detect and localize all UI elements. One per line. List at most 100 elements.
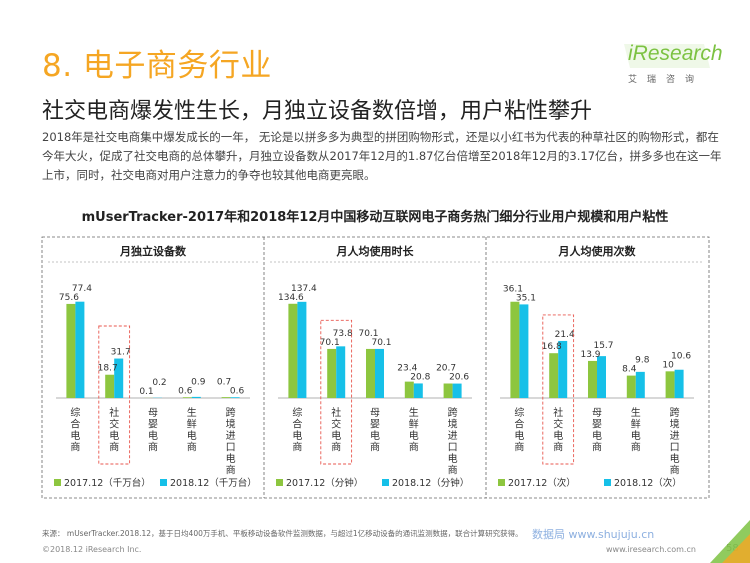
category-label-char: 交 bbox=[109, 418, 119, 431]
category-label-char: 综 bbox=[70, 406, 80, 419]
data-label-2018: 70.1 bbox=[371, 338, 391, 348]
bar-2018 bbox=[375, 348, 384, 398]
category-label-char: 鲜 bbox=[631, 418, 641, 431]
logo-wordmark: iResearch bbox=[628, 42, 723, 65]
data-label-2018: 77.4 bbox=[72, 284, 92, 294]
category-label-char: 商 bbox=[331, 441, 341, 454]
category-label-char: 商 bbox=[670, 464, 680, 477]
bar-2018 bbox=[674, 369, 684, 398]
bar-2018 bbox=[558, 340, 568, 398]
category-label-char: 母 bbox=[148, 407, 158, 419]
category-label-char: 跨 bbox=[670, 407, 680, 419]
category-label-char: 合 bbox=[292, 418, 302, 431]
category-label-char: 进 bbox=[448, 430, 458, 442]
category-label-char: 口 bbox=[448, 443, 458, 454]
category-label-char: 电 bbox=[109, 429, 119, 442]
data-label-2017: 23.4 bbox=[397, 363, 417, 373]
bar-2017 bbox=[366, 348, 375, 398]
bar-2017 bbox=[105, 374, 115, 398]
data-label-2018: 21.4 bbox=[555, 330, 575, 340]
category-label-char: 电 bbox=[514, 429, 524, 442]
legend-label-2017: 2017.12（千万台） bbox=[64, 477, 151, 489]
category-label-char: 电 bbox=[553, 429, 563, 442]
bar-2018 bbox=[336, 346, 346, 398]
data-label-2018: 10.6 bbox=[671, 351, 691, 361]
legend-label-2018: 2018.12（次） bbox=[614, 477, 682, 489]
data-label-2017: 0.6 bbox=[178, 386, 193, 396]
bar-2017 bbox=[588, 360, 597, 398]
category-label-char: 境 bbox=[448, 418, 458, 431]
category-label-char: 商 bbox=[592, 441, 602, 454]
bar-2017 bbox=[510, 301, 520, 398]
footer-copyright: ©2018.12 iResearch Inc. bbox=[42, 545, 142, 554]
bar-2017 bbox=[288, 303, 298, 398]
panel-title: 月独立设备数 bbox=[119, 244, 187, 258]
data-label-2018: 0.6 bbox=[230, 386, 245, 396]
category-label-char: 交 bbox=[331, 418, 341, 431]
category-label-char: 电 bbox=[592, 429, 602, 442]
bar-2017 bbox=[66, 303, 76, 398]
category-label-char: 鲜 bbox=[409, 418, 419, 431]
bar-2018 bbox=[519, 304, 529, 398]
data-label-2017: 0.1 bbox=[139, 387, 153, 397]
bar-2017 bbox=[549, 353, 559, 398]
legend-label-2017: 2017.12（分钟） bbox=[286, 477, 363, 489]
chart-title: mUserTracker-2017年和2018年12月中国移动互联网电子商务热门… bbox=[81, 210, 669, 225]
data-label-2017: 8.4 bbox=[622, 365, 637, 375]
bar-2017 bbox=[443, 383, 453, 398]
category-label-char: 境 bbox=[226, 418, 236, 431]
category-label-char: 商 bbox=[226, 464, 236, 477]
category-label-char: 婴 bbox=[370, 419, 380, 431]
category-label-char: 电 bbox=[370, 429, 380, 442]
body-paragraph: 2018年是社交电商集中爆发成长的一年， 无论是以拼多多为典型的拼团购物形式，还… bbox=[42, 130, 722, 182]
highlight-box bbox=[542, 314, 575, 465]
category-label-char: 电 bbox=[148, 429, 158, 442]
data-label-2018: 9.8 bbox=[635, 356, 650, 366]
data-label-2017: 36.1 bbox=[503, 284, 523, 294]
legend-swatch-2017 bbox=[498, 479, 505, 486]
category-label-char: 商 bbox=[631, 441, 641, 454]
legend-swatch-2018 bbox=[604, 479, 611, 486]
legend-swatch-2017 bbox=[54, 479, 61, 486]
data-label-2018: 15.7 bbox=[593, 341, 613, 351]
bar-2018 bbox=[230, 397, 240, 398]
category-label-char: 鲜 bbox=[187, 418, 197, 431]
category-label-char: 商 bbox=[292, 441, 302, 454]
highlight-box bbox=[98, 325, 131, 465]
category-label-char: 社 bbox=[331, 406, 341, 419]
category-label-char: 交 bbox=[553, 418, 563, 431]
category-label-char: 口 bbox=[670, 443, 680, 454]
legend-label-2018: 2018.12（分钟） bbox=[392, 477, 469, 489]
category-label-char: 生 bbox=[187, 406, 197, 419]
category-label-char: 进 bbox=[670, 430, 680, 442]
category-label-char: 跨 bbox=[448, 407, 458, 419]
bar-2017 bbox=[182, 397, 192, 398]
category-label-char: 商 bbox=[187, 441, 197, 454]
footer-url[interactable]: www.iresearch.com.cn bbox=[606, 545, 696, 554]
data-label-2018: 73.8 bbox=[333, 329, 353, 339]
category-label-char: 电 bbox=[670, 452, 680, 465]
bar-2017 bbox=[665, 371, 675, 398]
category-label-char: 生 bbox=[409, 406, 419, 419]
footer-source: 来源： mUserTracker.2018.12，基于日均400万手机、平板移动… bbox=[42, 529, 523, 538]
bar-2018 bbox=[75, 301, 85, 398]
category-label-char: 电 bbox=[448, 452, 458, 465]
bar-2017 bbox=[626, 375, 636, 398]
data-label-2017: 0.7 bbox=[217, 377, 231, 387]
panel-title: 月人均使用次数 bbox=[558, 244, 637, 258]
category-label-char: 商 bbox=[514, 441, 524, 454]
data-label-2018: 35.1 bbox=[516, 293, 536, 303]
category-label-char: 婴 bbox=[592, 419, 602, 431]
bar-2018 bbox=[452, 383, 462, 398]
category-label-char: 合 bbox=[70, 418, 80, 431]
data-label-2017: 70.1 bbox=[358, 329, 378, 339]
category-label-char: 社 bbox=[109, 406, 119, 419]
category-label-char: 电 bbox=[409, 429, 419, 442]
category-label-char: 电 bbox=[226, 452, 236, 465]
category-label-char: 口 bbox=[226, 443, 236, 454]
category-label-char: 婴 bbox=[148, 419, 158, 431]
category-label-char: 商 bbox=[553, 441, 563, 454]
category-label-char: 商 bbox=[148, 441, 158, 454]
category-label-char: 商 bbox=[448, 464, 458, 477]
